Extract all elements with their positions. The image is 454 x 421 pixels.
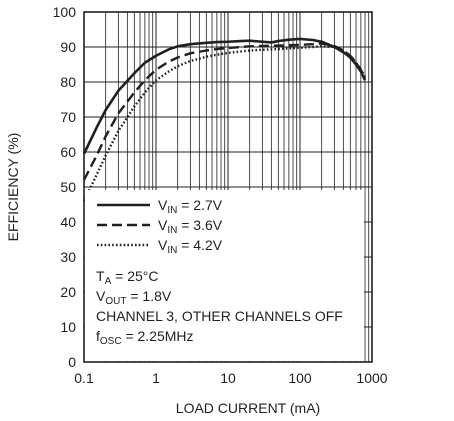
legend-label-2: VIN = 3.6V	[158, 217, 223, 236]
x-tick-label: 100	[288, 370, 312, 386]
annotation-line-1: TA = 25°C	[96, 268, 158, 287]
x-tick-label: 10	[220, 370, 236, 386]
legend-label-3: VIN = 4.2V	[158, 237, 223, 256]
x-tick-label: 1	[152, 370, 160, 386]
annotation-line-3: CHANNEL 3, OTHER CHANNELS OFF	[96, 308, 343, 324]
x-tick-labels: 0.1 1 10 100 1000	[74, 370, 388, 386]
y-tick-label: 10	[60, 319, 76, 335]
x-axis-label: LOAD CURRENT (mA)	[176, 400, 320, 416]
y-tick-label: 50	[60, 179, 76, 195]
legend-label-1: VIN = 2.7V	[158, 197, 223, 216]
series-line-3	[82, 45, 367, 202]
annotation-line-4: fOSC = 2.25MHz	[96, 328, 194, 347]
y-tick-label: 90	[60, 39, 76, 55]
plot-frame	[83, 11, 373, 363]
y-tick-labels: 0 10 20 30 40 50 60 70 80 90 100	[53, 4, 77, 370]
y-tick-label: 30	[60, 249, 76, 265]
y-tick-label: 100	[53, 4, 77, 20]
y-tick-label: 0	[68, 354, 76, 370]
series-line-2	[82, 42, 367, 181]
x-tick-label: 1000	[356, 370, 387, 386]
y-tick-label: 60	[60, 144, 76, 160]
y-tick-label: 20	[60, 284, 76, 300]
legend-panel	[85, 190, 364, 361]
y-tick-label: 80	[60, 74, 76, 90]
annotation-line-2: VOUT = 1.8V	[96, 288, 172, 307]
y-tick-label: 70	[60, 109, 76, 125]
x-tick-label: 0.1	[74, 370, 94, 386]
y-tick-label: 40	[60, 214, 76, 230]
series-lines	[82, 37, 367, 202]
y-axis-label: EFFICIENCY (%)	[5, 133, 21, 242]
